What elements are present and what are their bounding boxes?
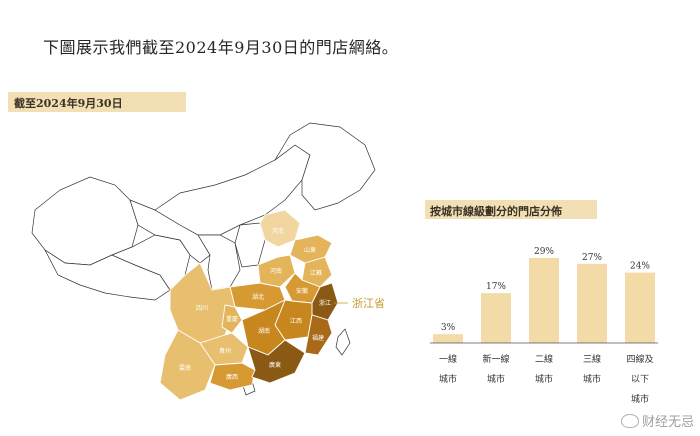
category-label-4-2: 城市 <box>631 393 649 405</box>
bar-2 <box>529 257 559 343</box>
date-banner: 截至2024年9月30日 <box>8 92 186 112</box>
category-label-0-1: 城市 <box>439 373 457 385</box>
label-henan: 河南 <box>270 267 282 275</box>
label-hebei: 河北 <box>272 227 284 235</box>
bar-4 <box>625 272 655 343</box>
category-label-1-1: 城市 <box>487 373 505 385</box>
label-guangdong: 廣東 <box>269 361 281 369</box>
zhejiang-callout: 浙江省 <box>352 297 385 310</box>
label-chongqing: 重慶 <box>226 315 238 323</box>
chart-title: 按城市線級劃分的門店分佈 <box>430 205 562 218</box>
label-anhui: 安徽 <box>296 287 308 295</box>
map-region-qinghai <box>111 234 191 291</box>
label-guangxi: 廣西 <box>226 373 238 381</box>
category-label-4-0: 四線及 <box>626 353 653 365</box>
category-label-3-0: 三線 <box>583 353 601 365</box>
label-sichuan: 四川 <box>196 305 208 312</box>
bar-1 <box>481 293 511 343</box>
map-region-guangdong <box>247 339 306 384</box>
weibo-icon <box>620 414 639 428</box>
value-label-0: 3% <box>441 323 456 333</box>
value-label-4: 24% <box>630 262 650 272</box>
category-label-4-1: 以下 <box>631 375 649 385</box>
value-label-2: 29% <box>534 247 554 257</box>
label-jiangsu: 江蘇 <box>310 269 322 277</box>
category-label-1-0: 新一線 <box>482 353 509 365</box>
label-zhejiang: 浙江 <box>319 299 331 307</box>
label-jiangxi: 江西 <box>290 318 302 325</box>
date-label: 截至2024年9月30日 <box>14 97 123 110</box>
bar-3 <box>577 263 607 343</box>
store-network-map: 河北 山東 河南 江蘇 安徽 湖北 四川 重慶 浙江 江西 湖南 福建 貴州 雲… <box>31 122 385 401</box>
label-hubei: 湖北 <box>252 293 264 301</box>
label-hunan: 湖南 <box>258 327 270 335</box>
map-region-taiwan <box>335 328 351 356</box>
category-label-3-1: 城市 <box>583 373 601 385</box>
label-fujian: 福建 <box>312 334 324 342</box>
map-region-northeast <box>274 122 376 211</box>
value-label-3: 27% <box>582 253 602 263</box>
watermark: 财经无忌 <box>620 411 694 430</box>
label-guizhou: 貴州 <box>219 347 231 355</box>
category-label-2-0: 二線 <box>535 353 553 365</box>
value-label-1: 17% <box>486 282 506 292</box>
category-label-0-0: 一線 <box>439 353 457 365</box>
map-region-chongqing <box>221 304 243 334</box>
label-shandong: 山東 <box>304 246 316 254</box>
category-label-2-1: 城市 <box>535 373 553 385</box>
map-region-beijing-hebei <box>259 209 301 248</box>
watermark-text: 财经无忌 <box>641 415 694 430</box>
intro-text: 下圖展示我們截至2024年9月30日的門店網絡。 <box>43 38 399 57</box>
map-region-yunnan <box>159 329 216 401</box>
bar-0 <box>433 334 463 343</box>
map-region-guangxi <box>209 362 256 391</box>
map-region-jiangsu <box>301 256 333 288</box>
chart-title-banner: 按城市線級劃分的門店分佈 <box>425 200 597 219</box>
label-yunnan: 雲南 <box>179 364 191 372</box>
map-region-shanxi <box>234 222 266 268</box>
